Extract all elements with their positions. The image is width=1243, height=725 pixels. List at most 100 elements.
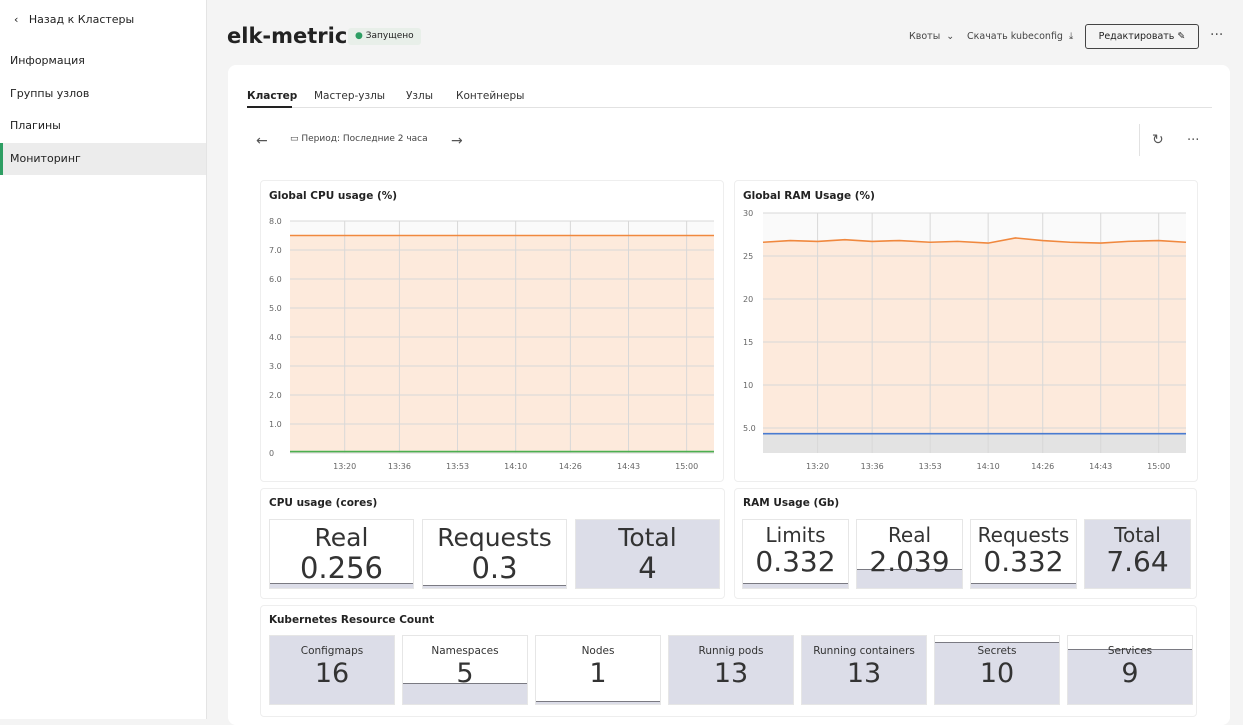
- stat-fill: [270, 636, 394, 704]
- period-picker[interactable]: ▭ Период: Последние 2 часа: [290, 134, 428, 144]
- edit-button[interactable]: Редактировать ✎: [1085, 24, 1199, 49]
- x-tick-label: 15:00: [1147, 462, 1170, 471]
- stat-fill: [403, 682, 527, 704]
- x-tick-label: 14:26: [559, 462, 582, 471]
- y-tick-label: 5.0: [743, 424, 756, 433]
- x-tick-label: 13:20: [806, 462, 829, 471]
- status-badge: ● Запущено: [348, 28, 421, 45]
- download-kubeconfig[interactable]: Скачать kubeconfig ⤓: [967, 31, 1074, 42]
- stat-label: Requests: [437, 523, 552, 552]
- series-area: [763, 433, 1186, 453]
- x-tick-label: 13:36: [388, 462, 411, 471]
- chart-title: Global CPU usage (%): [269, 190, 397, 202]
- stat-value: 10: [979, 657, 1015, 689]
- stat-label: Nodes: [581, 645, 615, 657]
- y-tick-label: 2.0: [269, 391, 282, 400]
- stat-card: Requests 0.332: [970, 519, 1077, 589]
- back-link[interactable]: ‹ Назад к Кластеры: [14, 13, 135, 26]
- stat-card: Nodes 1: [535, 635, 661, 705]
- y-tick-label: 7.0: [269, 246, 282, 255]
- tab[interactable]: Мастер-узлы: [314, 90, 386, 102]
- stat-card: Real 2.039: [856, 519, 963, 589]
- page-title: elk-metrics: [227, 24, 360, 48]
- series-area: [763, 237, 1186, 453]
- y-tick-label: 1.0: [269, 420, 282, 429]
- tab[interactable]: Узлы: [406, 90, 433, 102]
- stat-value: 0.256: [299, 550, 384, 585]
- sidebar-item[interactable]: Группы узлов: [10, 86, 90, 100]
- y-tick-label: 10: [743, 381, 753, 390]
- stat-label: Total: [618, 523, 677, 552]
- y-tick-label: 5.0: [269, 304, 282, 313]
- next-period[interactable]: →: [451, 133, 463, 149]
- tab[interactable]: Кластер: [247, 90, 298, 102]
- stat-value: 0.3: [471, 550, 518, 585]
- stat-value: 13: [846, 657, 882, 689]
- stat-card: Total 4: [575, 519, 720, 589]
- stat-panel: CPU usage (cores) Real 0.256 Requests 0.3 Tot…: [260, 488, 725, 599]
- stat-value: 0.332: [755, 545, 836, 578]
- y-tick-label: 20: [743, 295, 753, 304]
- stat-fill: [423, 584, 566, 588]
- stat-fill: [802, 636, 926, 704]
- sidebar-item[interactable]: Мониторинг: [0, 142, 206, 175]
- tab[interactable]: Контейнеры: [456, 90, 525, 102]
- stat-value: 1: [589, 657, 607, 689]
- stat-card: Runnig pods 13: [668, 635, 794, 705]
- x-tick-label: 13:36: [861, 462, 884, 471]
- series-area: [290, 235, 714, 453]
- toolbar-divider: [1139, 124, 1140, 156]
- stat-card: Limits 0.332: [742, 519, 849, 589]
- stat-panel: Kubernetes Resource Count Configmaps 16 Nam…: [260, 605, 1197, 717]
- chart: Global CPU usage (%) 0 1.0 2.0 3.0 4.0 5.0 6.0 7…: [260, 180, 724, 482]
- stat-fill: [1068, 648, 1192, 704]
- stat-label: Limits: [765, 523, 826, 547]
- edit-text: Редактировать: [1098, 31, 1175, 42]
- quotas-text: Квоты: [909, 31, 941, 42]
- stat-label: Requests: [977, 523, 1070, 547]
- stat-label: Namespaces: [431, 645, 499, 657]
- stat-fill: [669, 636, 793, 704]
- x-tick-label: 15:00: [675, 462, 698, 471]
- x-tick-label: 14:10: [504, 462, 527, 471]
- x-tick-label: 14:43: [617, 462, 640, 471]
- chart-title: Global RAM Usage (%): [743, 190, 875, 202]
- chart: Global RAM Usage (%) 5.0 10 15 20 25 30 13:20 13…: [734, 180, 1198, 482]
- prev-period[interactable]: ←: [256, 133, 268, 149]
- refresh[interactable]: ↻: [1152, 132, 1164, 148]
- x-tick-label: 14:26: [1031, 462, 1054, 471]
- stat-fill: [971, 582, 1076, 588]
- stat-fill: [935, 641, 1059, 704]
- stat-label: Running containers: [813, 645, 915, 657]
- x-tick-label: 14:10: [977, 462, 1000, 471]
- quotas[interactable]: Квоты ⌄: [909, 31, 955, 42]
- more-menu[interactable]: ···: [1210, 27, 1224, 43]
- x-tick-label: 13:53: [919, 462, 942, 471]
- toolbar-more[interactable]: ···: [1187, 133, 1200, 148]
- sidebar-item[interactable]: Информация: [10, 54, 85, 67]
- back-text: Назад к Кластеры: [28, 13, 135, 26]
- sidebar: ‹ Назад к Кластеры Информация Группы узло…: [0, 0, 207, 719]
- series-line: [762, 237, 1187, 244]
- stat-value: 5: [456, 657, 474, 689]
- stat-card: Namespaces 5: [402, 635, 528, 705]
- stat-value: 4: [638, 550, 657, 585]
- stat-fill: [576, 520, 719, 588]
- stat-card: Requests 0.3: [422, 519, 567, 589]
- stat-fill: [857, 568, 962, 588]
- stat-panel: RAM Usage (Gb) Limits 0.332 Real 2.039 Reques…: [734, 488, 1197, 599]
- stat-value: 13: [713, 657, 749, 689]
- x-tick-label: 14:43: [1089, 462, 1112, 471]
- y-tick-label: 3.0: [269, 362, 282, 371]
- stat-fill: [536, 700, 660, 704]
- stat-card: Services 9: [1067, 635, 1193, 705]
- stat-value: 0.332: [983, 545, 1064, 578]
- stat-label: Real: [887, 523, 932, 547]
- y-tick-label: 0: [269, 449, 274, 458]
- download-text: Скачать kubeconfig: [967, 31, 1063, 42]
- stat-fill: [743, 582, 848, 588]
- stat-card: Secrets 10: [934, 635, 1060, 705]
- stat-value: 9: [1121, 657, 1139, 689]
- sidebar-item[interactable]: Плагины: [10, 119, 61, 132]
